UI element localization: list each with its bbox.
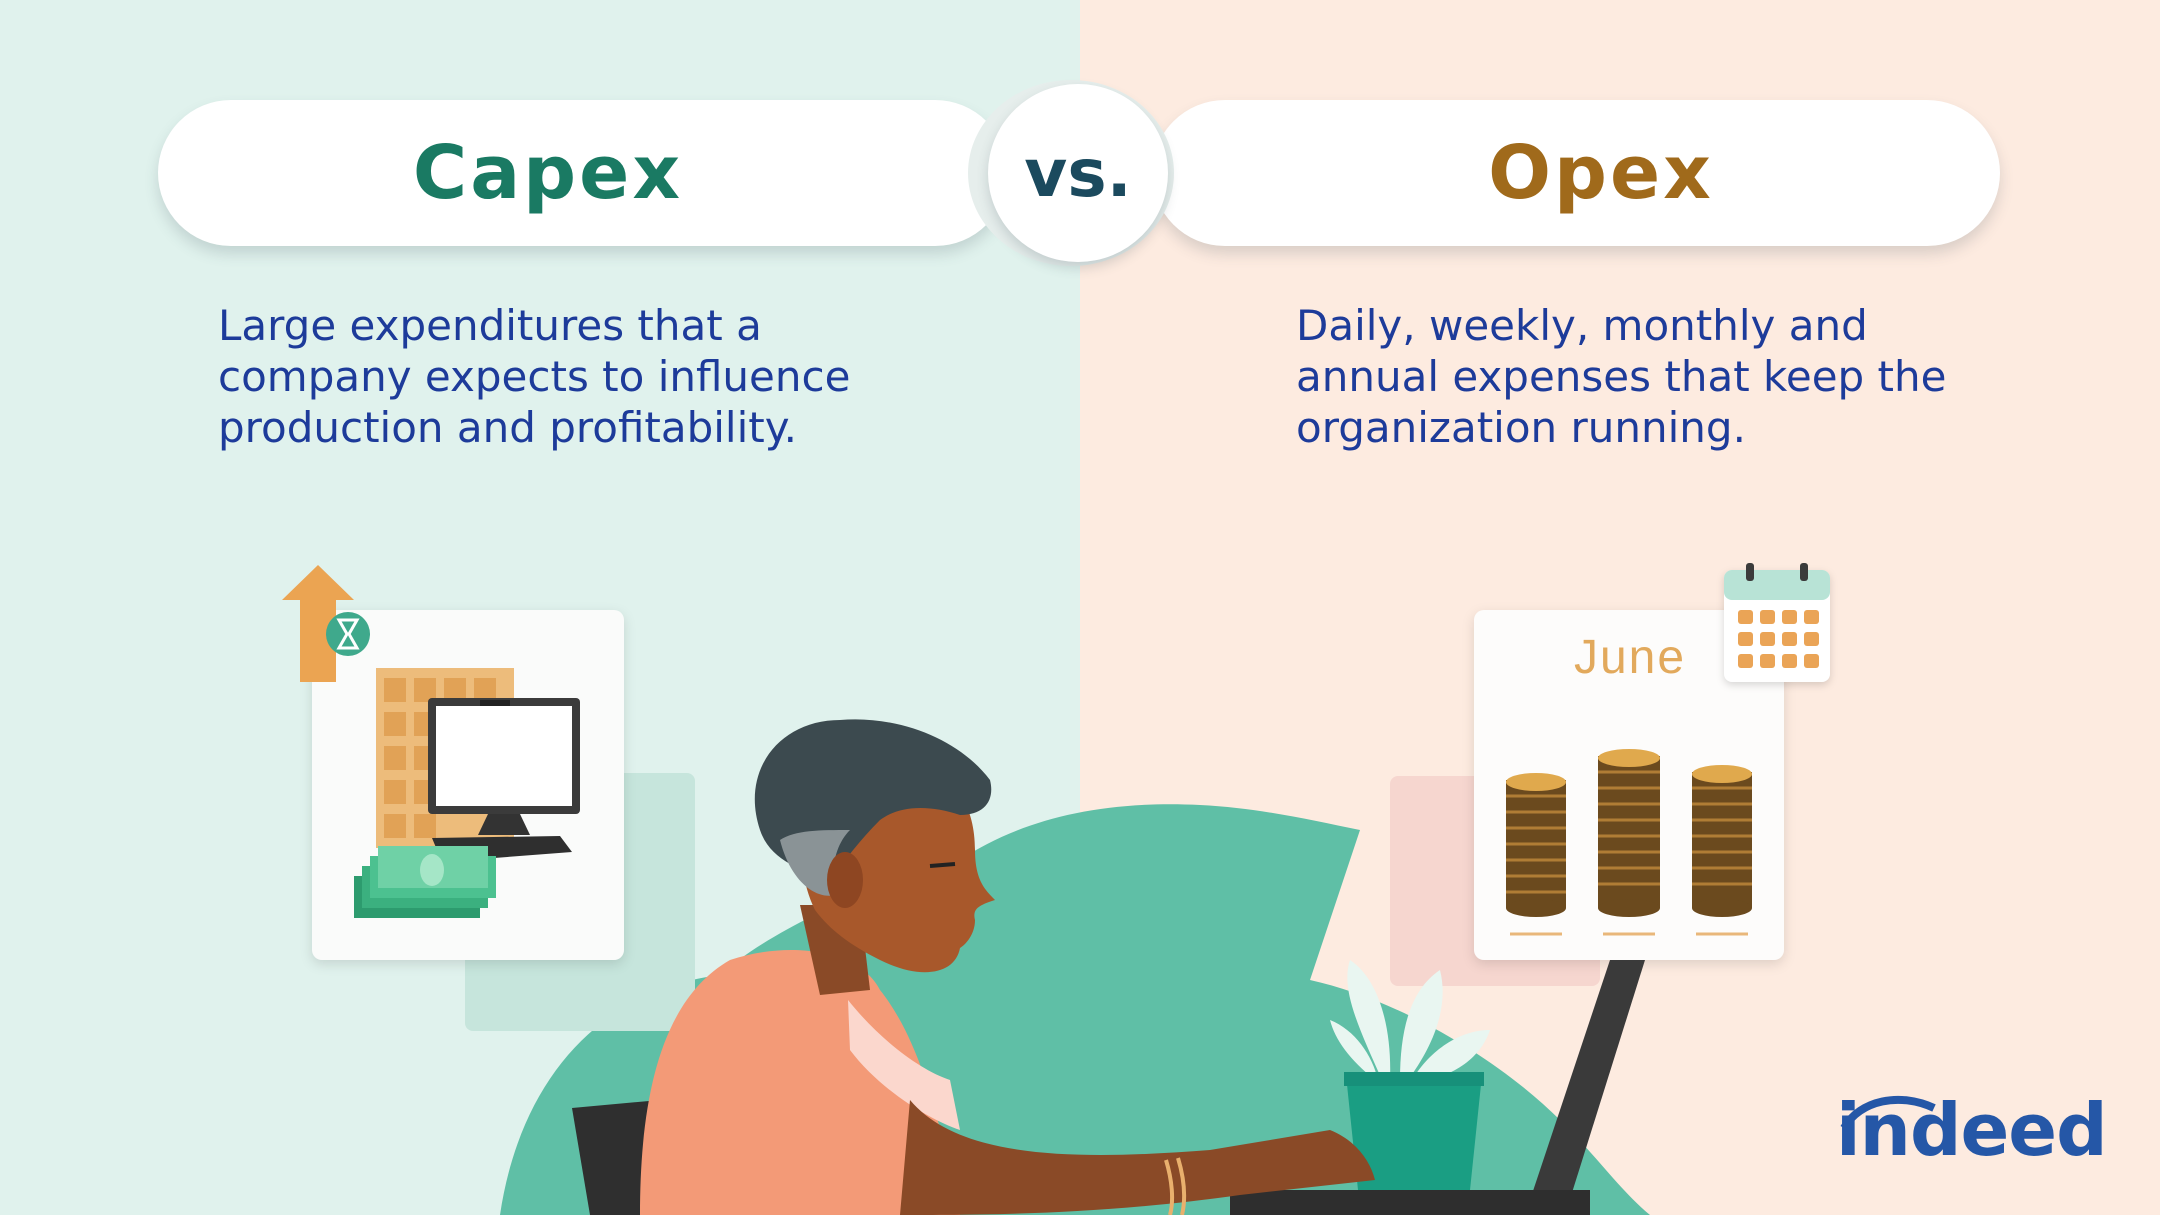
opex-title: Opex [1488,130,1714,216]
plant-icon [1330,960,1490,1190]
computer-monitor-icon [428,698,580,862]
chair-back [572,1100,662,1215]
cash-stack-icon [354,846,496,918]
logo-arc [1840,1095,1936,1131]
month-label: June [1573,631,1687,684]
coin-stack-icon [1506,749,1752,917]
capex-title-pill: Capex [158,100,1008,246]
up-arrow-icon [282,565,354,682]
capex-title: Capex [412,130,684,216]
calendar-icon [1724,563,1830,682]
opex-description: Daily, weekly, monthly and annual expens… [1296,301,1947,452]
hourglass-icon [326,612,370,656]
indeed-logo: indeed [1836,1088,2108,1172]
capex-description: Large expenditures that a company expect… [218,301,851,452]
opex-title-pill: Opex [1152,100,2000,246]
vs-label: vs. [1024,134,1132,212]
laptop-icon [1230,960,1645,1215]
person-illustration [640,719,1375,1215]
vs-badge: vs. [988,84,1168,262]
